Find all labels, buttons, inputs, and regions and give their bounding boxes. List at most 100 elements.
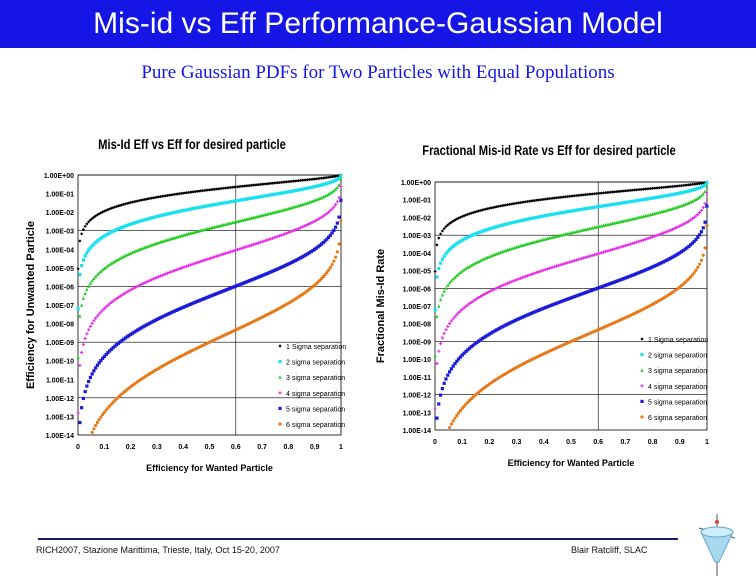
data-point: [192, 301, 196, 305]
data-point: [457, 411, 461, 415]
data-point: [571, 295, 575, 299]
data-point: [258, 274, 262, 278]
data-point: [667, 229, 671, 233]
data-point: [92, 427, 96, 431]
data-point: [122, 337, 126, 341]
data-point: [444, 377, 448, 381]
data-point: [283, 232, 287, 236]
data-point: [101, 308, 105, 312]
data-point: [225, 287, 229, 292]
data-point: [549, 266, 553, 270]
data-point: [174, 210, 178, 214]
data-point: [640, 384, 644, 388]
data-point: [193, 300, 198, 304]
data-point: [241, 246, 245, 250]
data-point: [516, 219, 521, 223]
data-point: [281, 180, 285, 184]
series-3: [76, 177, 343, 359]
data-point: [493, 287, 497, 291]
data-point: [580, 207, 584, 211]
data-point: [293, 189, 297, 193]
data-point: [92, 242, 96, 246]
legend-label: 1 Sigma separation: [648, 337, 708, 344]
data-point: [554, 212, 559, 216]
data-point: [531, 311, 535, 315]
data-point: [244, 197, 248, 201]
data-point: [477, 231, 481, 235]
data-point: [232, 199, 236, 203]
y-tick-label: 1.00E-08: [403, 322, 432, 329]
plot-area: [434, 181, 708, 431]
data-point: [667, 185, 671, 189]
data-point: [284, 190, 289, 194]
data-point: [469, 300, 473, 304]
data-point: [129, 288, 133, 292]
data-point: [158, 316, 163, 320]
data-point: [101, 356, 105, 361]
data-point: [116, 227, 121, 231]
x-tick-label: 0.1: [457, 439, 467, 446]
data-point: [227, 250, 231, 254]
x-axis-label: Efficiency for Wanted Particle: [508, 458, 635, 468]
data-point: [95, 239, 99, 243]
data-point: [437, 349, 441, 353]
data-point: [641, 197, 646, 202]
data-point: [663, 259, 667, 263]
data-point: [298, 226, 303, 230]
data-point: [118, 340, 122, 344]
data-point: [448, 221, 452, 226]
data-point: [654, 263, 658, 267]
data-point: [195, 189, 199, 193]
data-point: [141, 282, 145, 286]
data-point: [118, 294, 122, 298]
series-4: [433, 191, 709, 411]
data-point: [144, 217, 149, 221]
data-point: [480, 208, 484, 212]
data-point: [563, 210, 568, 214]
data-point: [583, 207, 588, 211]
data-point: [701, 184, 705, 188]
data-point: [487, 227, 492, 231]
data-point: [197, 205, 201, 210]
data-point: [592, 287, 597, 291]
data-point: [297, 226, 301, 231]
data-point: [491, 288, 495, 292]
data-point: [502, 283, 506, 287]
data-point: [120, 255, 124, 260]
data-point: [139, 326, 143, 330]
data-point: [669, 228, 673, 232]
data-point: [511, 279, 515, 283]
data-point: [76, 411, 80, 415]
data-point: [489, 331, 493, 335]
data-point: [650, 186, 655, 190]
data-point: [327, 268, 331, 272]
data-point: [251, 196, 255, 200]
data-point: [284, 231, 289, 235]
data-point: [237, 184, 241, 189]
data-point: [195, 299, 199, 304]
data-point: [632, 188, 637, 192]
data-point: [654, 195, 658, 200]
x-tick-label: 0.4: [539, 439, 549, 446]
data-point: [475, 209, 479, 214]
data-point: [92, 319, 96, 323]
data-point: [672, 254, 676, 258]
data-point: [136, 220, 140, 224]
data-point: [327, 235, 331, 239]
data-point: [144, 323, 149, 327]
data-point: [148, 216, 152, 220]
data-point: [696, 196, 700, 200]
data-point: [337, 242, 341, 246]
data-point: [335, 200, 339, 204]
chart-title: Mis-Id Eff vs Eff for desired particle: [98, 137, 286, 152]
y-tick-label: 1.00E-09: [403, 339, 432, 346]
y-tick-label: 1.00E+00: [44, 173, 74, 180]
data-point: [332, 259, 336, 263]
data-point: [685, 220, 689, 224]
data-point: [659, 232, 664, 236]
data-point: [471, 262, 475, 266]
data-point: [589, 289, 593, 293]
data-point: [699, 208, 704, 212]
data-point: [542, 268, 546, 272]
data-point: [603, 191, 608, 195]
